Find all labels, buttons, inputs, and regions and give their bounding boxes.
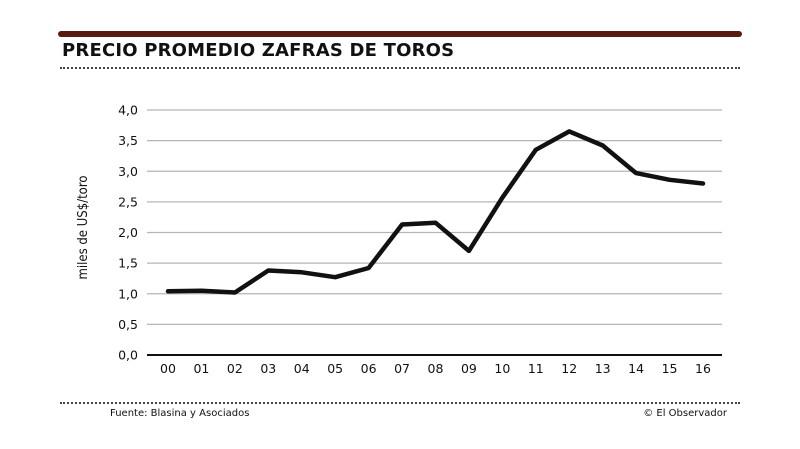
y-tick-label: 1,5 — [118, 256, 138, 271]
x-tick-label: 14 — [628, 361, 644, 376]
x-tick-label: 13 — [595, 361, 611, 376]
x-tick-label: 16 — [695, 361, 711, 376]
credit-note: © El Observador — [643, 408, 727, 419]
y-tick-label: 4,0 — [118, 103, 138, 118]
x-tick-label: 01 — [193, 361, 209, 376]
x-tick-label: 04 — [294, 361, 310, 376]
x-tick-label: 11 — [528, 361, 544, 376]
chart-title: PRECIO PROMEDIO ZAFRAS DE TOROS — [62, 40, 455, 61]
y-tick-label: 1,0 — [118, 286, 138, 301]
source-note: Fuente: Blasina y Asociados — [110, 408, 250, 419]
x-tick-label: 07 — [394, 361, 410, 376]
x-tick-label: 03 — [260, 361, 276, 376]
y-tick-label: 2,5 — [118, 194, 138, 209]
x-tick-label: 12 — [561, 361, 577, 376]
grid-lines — [147, 109, 722, 356]
top-dotted-divider — [60, 67, 740, 69]
y-tick-label: 3,0 — [118, 164, 138, 179]
y-tick-label: 3,5 — [118, 133, 138, 148]
price-series-line — [165, 129, 706, 295]
x-tick-label: 06 — [361, 361, 377, 376]
x-tick-label: 02 — [227, 361, 243, 376]
x-tick-labels: 00 01 02 03 04 05 06 07 08 09 10 11 12 13 14 15 16 — [160, 361, 711, 376]
y-tick-label: 2,0 — [118, 225, 138, 240]
x-tick-label: 15 — [662, 361, 678, 376]
x-tick-label: 09 — [461, 361, 477, 376]
x-tick-label: 00 — [160, 361, 176, 376]
x-tick-label: 08 — [428, 361, 444, 376]
y-tick-label: 0,5 — [118, 317, 138, 332]
header-bar — [58, 31, 742, 37]
y-tick-label: 0,0 — [118, 348, 138, 363]
bottom-dotted-divider — [60, 402, 740, 404]
y-axis-title: miles de US$/toro — [76, 175, 91, 279]
y-tick-labels: 0,0 0,5 1,0 1,5 2,0 2,5 3,0 3,5 4,0 — [118, 103, 138, 363]
x-tick-label: 10 — [494, 361, 510, 376]
x-tick-label: 05 — [327, 361, 343, 376]
